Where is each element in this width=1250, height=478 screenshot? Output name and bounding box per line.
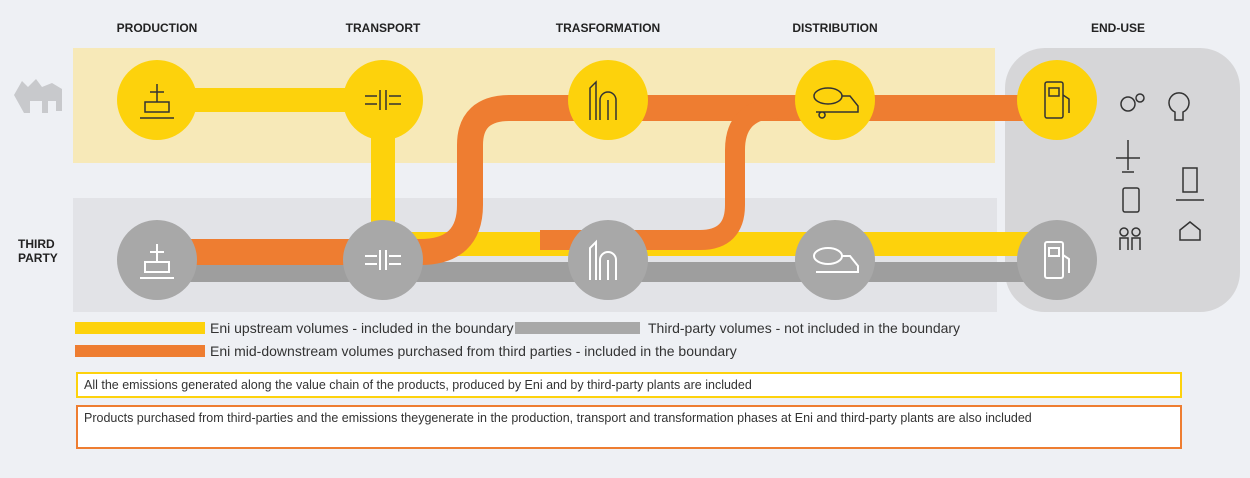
stage-label: DISTRIBUTION bbox=[792, 21, 877, 35]
mid-downstream-flow bbox=[157, 95, 1057, 265]
legend-label: Third-party volumes - not included in th… bbox=[648, 320, 960, 336]
note-box: Products purchased from third-parties an… bbox=[76, 405, 1182, 449]
mid-downstream-flow bbox=[540, 98, 781, 250]
stage-label: PRODUCTION bbox=[117, 21, 198, 35]
row-label: PARTY bbox=[18, 251, 58, 265]
row-label: THIRD bbox=[18, 237, 55, 251]
stage-label: TRANSPORT bbox=[346, 21, 421, 35]
note-box: All the emissions generated along the va… bbox=[76, 372, 1182, 398]
icons bbox=[140, 80, 1204, 280]
legend-swatch bbox=[75, 322, 205, 334]
stage-label: TRASFORMATION bbox=[556, 21, 660, 35]
legend-label: Eni upstream volumes - included in the b… bbox=[210, 320, 514, 336]
eni-logo bbox=[14, 79, 62, 113]
legend-swatch bbox=[75, 345, 205, 357]
legend-swatch bbox=[515, 322, 640, 334]
stage-label: END-USE bbox=[1091, 21, 1145, 35]
legend-label: Eni mid-downstream volumes purchased fro… bbox=[210, 343, 737, 359]
